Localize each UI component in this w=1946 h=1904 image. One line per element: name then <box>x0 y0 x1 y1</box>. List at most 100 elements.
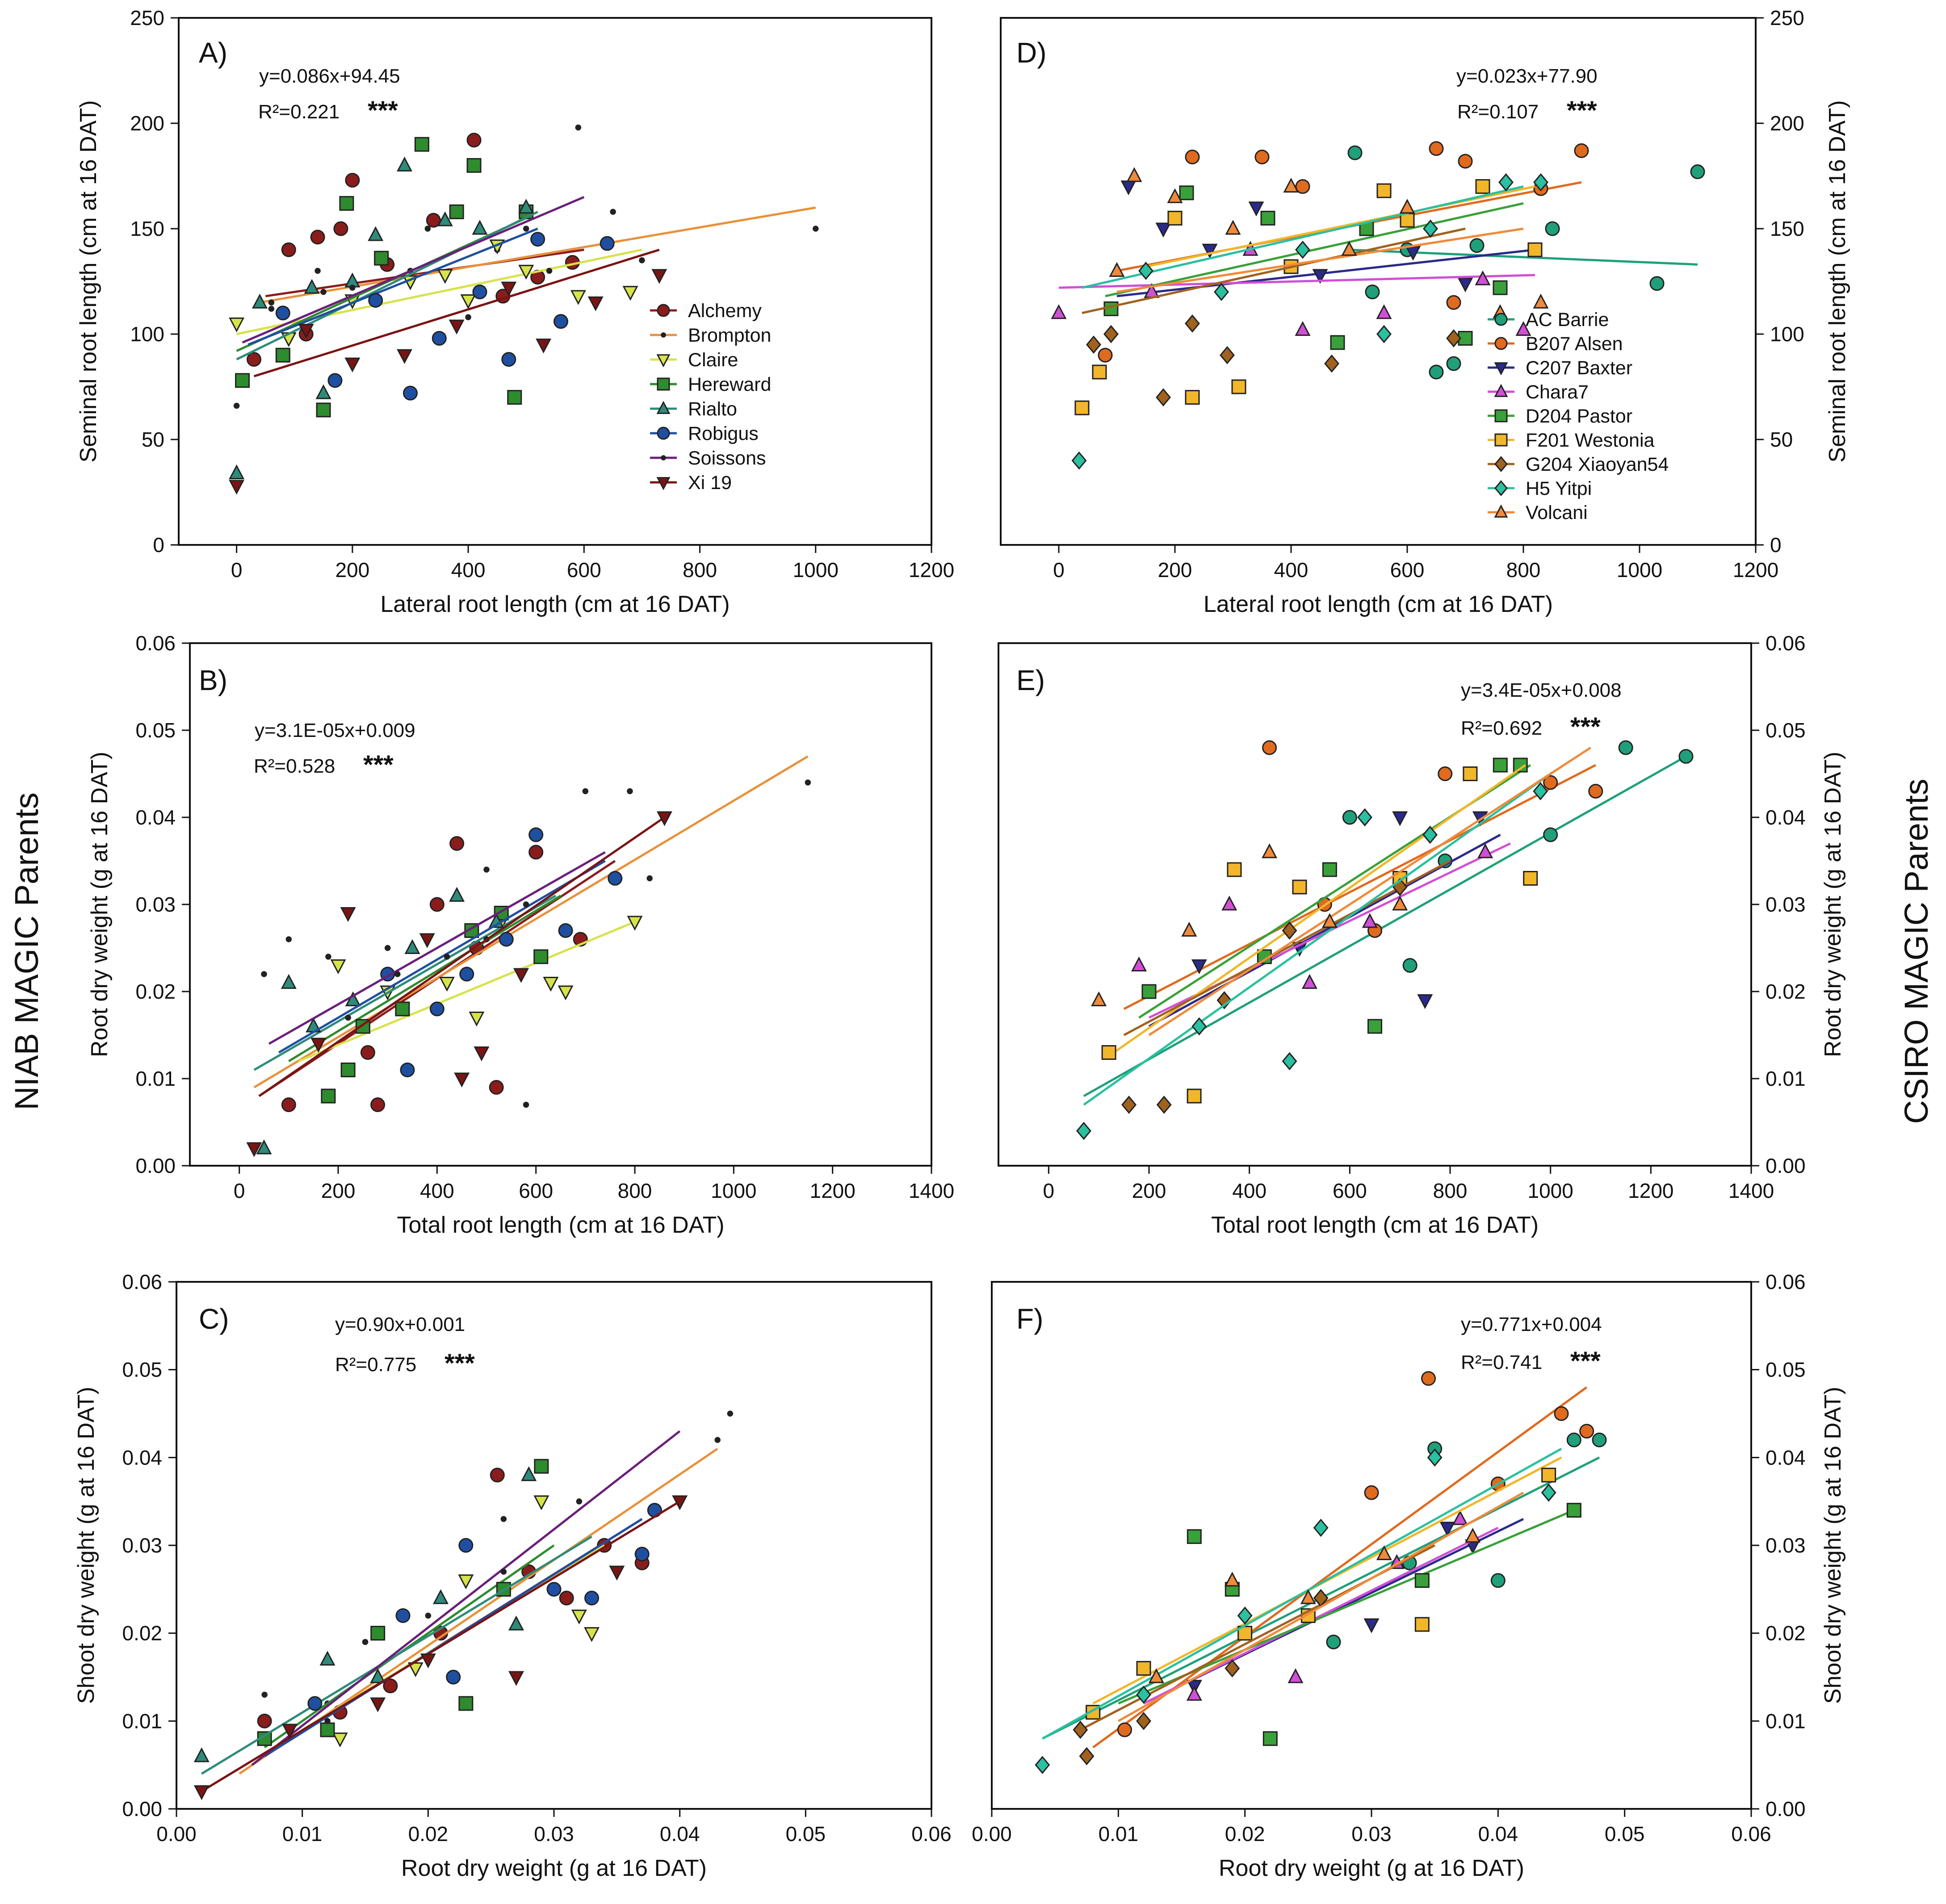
data-point <box>500 1569 507 1575</box>
regression-line <box>1082 227 1466 314</box>
legend-label: Xi 19 <box>688 472 732 494</box>
data-point <box>489 1080 504 1095</box>
data-point <box>513 968 529 983</box>
x-tick-label: 800 <box>683 558 717 582</box>
data-point <box>449 836 465 851</box>
data-point <box>1179 185 1194 201</box>
data-point <box>1364 1485 1379 1500</box>
data-point <box>444 954 450 960</box>
y-tick-label: 0.02 <box>135 980 176 1003</box>
y-tick-label: 50 <box>1770 428 1793 451</box>
data-point <box>1216 991 1232 1009</box>
series-xi-19 <box>246 811 672 1157</box>
data-point <box>307 1696 323 1711</box>
data-point <box>1156 388 1171 406</box>
regression-line <box>1116 248 1535 297</box>
regression-line <box>278 860 606 1054</box>
data-point <box>1678 749 1694 764</box>
data-point <box>340 907 356 922</box>
x-tick-label: 0.02 <box>408 1822 449 1845</box>
data-point <box>1592 1432 1607 1448</box>
legend-marker <box>1494 362 1508 376</box>
data-point <box>501 281 517 297</box>
data-point <box>1187 1088 1202 1104</box>
series-h5-yitpi <box>1071 173 1548 470</box>
series-volcani <box>1091 746 1591 1036</box>
data-point <box>458 1538 474 1553</box>
legend-label: Alchemy <box>688 300 762 322</box>
data-point <box>1262 740 1277 755</box>
data-point <box>1588 784 1603 799</box>
data-point <box>400 1063 415 1077</box>
data-point <box>1295 240 1310 259</box>
y-tick-label: 0.03 <box>122 1534 162 1557</box>
data-point <box>429 897 445 912</box>
data-point <box>246 1142 262 1157</box>
significance-stars: *** <box>363 750 394 779</box>
data-point <box>1292 879 1307 895</box>
data-point <box>285 936 292 942</box>
data-point <box>315 384 331 399</box>
data-point <box>1225 1659 1240 1678</box>
legend-label: Brompton <box>688 325 771 346</box>
data-point <box>608 871 623 886</box>
x-tick-label: 1400 <box>909 1179 954 1202</box>
x-tick-label: 1400 <box>1728 1179 1774 1202</box>
data-point <box>518 264 534 280</box>
data-point <box>1202 243 1218 259</box>
data-point <box>610 209 616 215</box>
data-point <box>1421 1371 1436 1386</box>
data-point <box>1073 1720 1088 1739</box>
legend-label: C207 Baxter <box>1526 357 1632 379</box>
regression-equation: y=0.086x+94.45 <box>259 65 400 87</box>
regression-equation: y=0.90x+0.001 <box>335 1314 465 1335</box>
data-point <box>1400 213 1415 228</box>
data-point <box>315 268 321 274</box>
y-axis-label: Seminal root length (cm at 16 DAT) <box>1824 100 1850 462</box>
y-tick-label: 0.04 <box>122 1446 162 1469</box>
y-tick-label: 0 <box>153 533 164 557</box>
data-point <box>229 480 245 495</box>
data-point <box>394 971 401 977</box>
data-point <box>229 464 245 480</box>
data-point <box>1376 1545 1392 1561</box>
data-point <box>1155 222 1171 238</box>
data-point <box>1035 1756 1050 1774</box>
series-alchemy <box>247 133 584 367</box>
r-squared: R²=0.692 <box>1461 717 1542 739</box>
x-tick-label: 1000 <box>1527 1179 1573 1202</box>
data-point <box>261 971 267 977</box>
y-tick-label: 0.04 <box>1766 806 1806 829</box>
data-point <box>420 1653 436 1669</box>
series-rialto <box>193 1466 592 1775</box>
legend-label: Chara7 <box>1526 381 1589 403</box>
regression-line <box>298 921 635 1063</box>
data-point <box>523 226 529 232</box>
regression-line <box>242 196 585 344</box>
data-point <box>1224 1571 1240 1587</box>
y-tick-label: 0.06 <box>1766 632 1806 655</box>
data-point <box>576 1498 583 1505</box>
data-point <box>395 1608 411 1623</box>
series-xi-19 <box>229 248 667 495</box>
data-point <box>1477 843 1493 858</box>
data-point <box>282 1724 298 1739</box>
legend-marker <box>656 477 671 490</box>
data-point <box>533 949 549 964</box>
data-point <box>1288 1668 1304 1683</box>
data-point <box>727 1410 734 1417</box>
data-point <box>425 1612 432 1619</box>
y-axis-label: Seminal root length (cm at 16 DAT) <box>75 100 101 462</box>
data-point <box>1071 451 1087 470</box>
data-point <box>1121 1096 1137 1114</box>
series-volcani <box>1118 1491 1524 1722</box>
series-brompton <box>253 755 811 1108</box>
data-point <box>1446 295 1461 310</box>
r-squared: R²=0.528 <box>254 755 335 777</box>
data-point <box>298 324 314 339</box>
significance-stars: *** <box>1570 712 1601 741</box>
data-point <box>256 1139 272 1155</box>
data-point <box>370 1668 386 1683</box>
x-tick-label: 0 <box>234 1179 245 1202</box>
data-point <box>1399 199 1415 214</box>
